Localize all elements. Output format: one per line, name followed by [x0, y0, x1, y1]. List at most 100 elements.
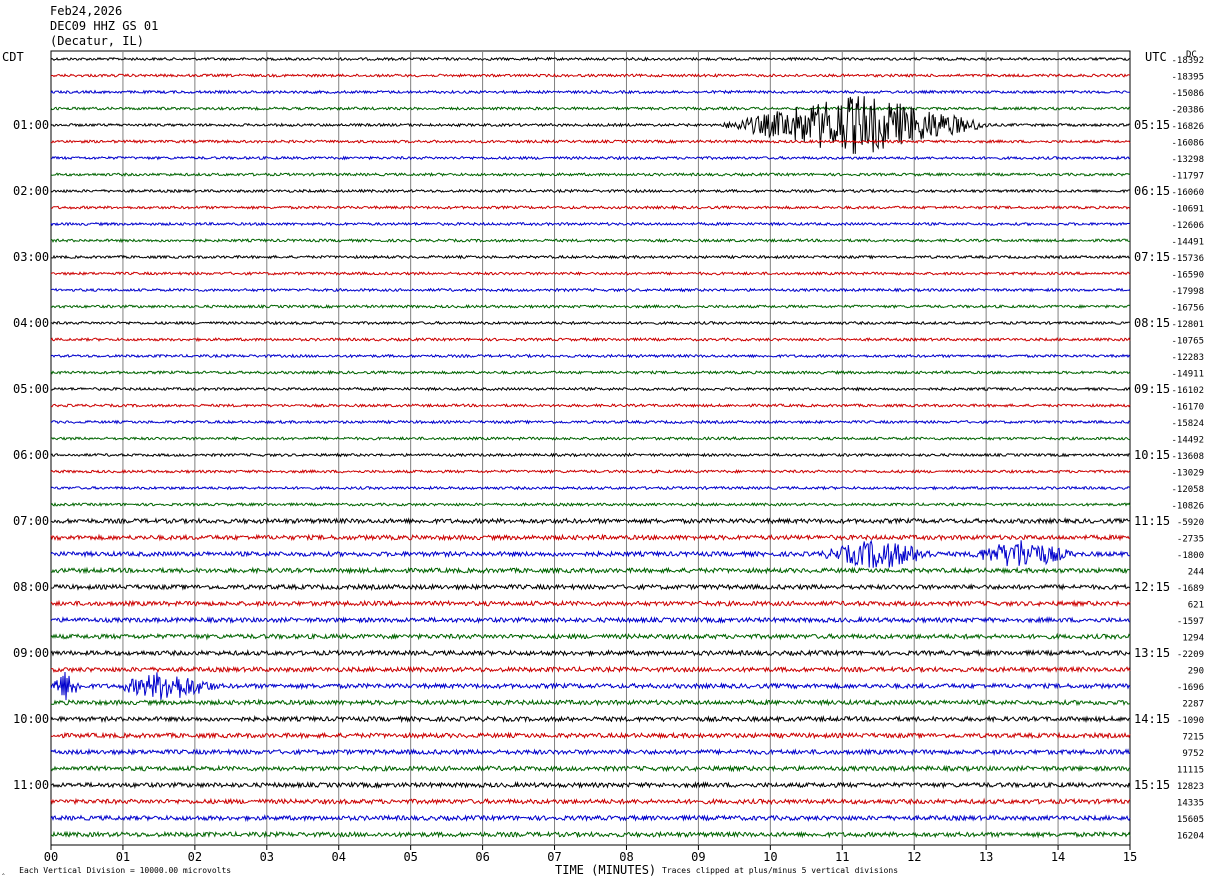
seismic-trace: [50, 814, 1131, 823]
seismic-trace: [50, 188, 1131, 194]
seismic-trace: [50, 304, 1131, 310]
seismic-trace: [50, 320, 1131, 326]
trace-offset-value: -12058: [1171, 485, 1204, 495]
x-tick-label: 14: [1051, 850, 1065, 864]
x-tick-label: 13: [979, 850, 993, 864]
trace-offset-value: -10826: [1171, 502, 1204, 512]
trace-offset-value: -17998: [1171, 287, 1204, 297]
trace-offset-value: -13029: [1171, 469, 1204, 479]
trace-offset-value: -15086: [1171, 89, 1204, 99]
trace-offset-value: -18395: [1171, 73, 1204, 83]
seismic-trace: [50, 436, 1131, 441]
seismic-trace: [50, 539, 1130, 568]
trace-offset-value: 11115: [1177, 766, 1204, 776]
clip-note: Traces clipped at plus/minus 5 vertical …: [662, 866, 899, 875]
x-tick-label: 02: [188, 850, 202, 864]
trace-offset-value: -16086: [1171, 139, 1204, 149]
right-hour-label: 10:15: [1134, 448, 1170, 462]
x-tick-label: 03: [260, 850, 274, 864]
seismic-trace: [50, 221, 1131, 227]
x-tick-label: 06: [475, 850, 489, 864]
x-axis-title: TIME (MINUTES): [555, 863, 657, 877]
left-timezone-label: CDT: [2, 50, 24, 64]
seismic-trace: [50, 287, 1131, 293]
trace-offset-value: -1090: [1177, 716, 1204, 726]
seismic-trace: [50, 615, 1131, 624]
x-tick-label: 10: [763, 850, 777, 864]
x-tick-label: 08: [619, 850, 633, 864]
seismic-trace: [50, 139, 1131, 144]
seismic-trace: [50, 731, 1131, 740]
trace-offset-value: -2735: [1177, 535, 1204, 545]
seismic-trace: [50, 671, 1131, 701]
station-location: (Decatur, IL): [50, 34, 144, 48]
left-hour-label: 03:00: [13, 250, 49, 264]
plot-date: Feb24,2026: [50, 4, 123, 18]
left-hour-label: 04:00: [13, 316, 49, 330]
left-hour-label: 11:00: [13, 778, 49, 792]
scale-note-text: Each Vertical Division = 10000.00 microv…: [19, 866, 232, 875]
seismic-trace: [50, 533, 1131, 542]
left-hour-label: 08:00: [13, 580, 49, 594]
seismic-trace: [50, 271, 1131, 276]
trace-offset-value: 244: [1188, 568, 1204, 578]
left-hour-label: 10:00: [13, 712, 49, 726]
seismic-trace: [50, 237, 1131, 244]
right-hour-label: 07:15: [1134, 250, 1170, 264]
x-tick-label: 07: [547, 850, 561, 864]
trace-offset-value: -13298: [1171, 155, 1204, 165]
right-hour-label: 08:15: [1134, 316, 1170, 330]
scale-note: ‸ Each Vertical Division = 10000.00 micr…: [2, 866, 231, 875]
right-timezone-label: UTC: [1145, 50, 1167, 64]
trace-offset-value: 14335: [1177, 799, 1204, 809]
x-tick-label: 15: [1123, 850, 1137, 864]
seismic-trace: [50, 353, 1131, 359]
trace-offset-value: -10765: [1171, 337, 1204, 347]
trace-offset-value: 12823: [1177, 782, 1204, 792]
seismic-trace: [50, 419, 1131, 425]
seismic-trace: [50, 452, 1131, 458]
seismic-trace: [50, 797, 1131, 806]
seismic-trace: [50, 747, 1131, 756]
right-hour-label: 09:15: [1134, 382, 1170, 396]
seismic-trace: [50, 517, 1131, 526]
trace-offset-value: -13608: [1171, 452, 1204, 462]
trace-offset-value: -15824: [1171, 419, 1204, 429]
right-hour-label: 12:15: [1134, 580, 1170, 594]
trace-offset-value: 1294: [1182, 634, 1204, 644]
trace-offset-value: -16102: [1171, 386, 1204, 396]
left-hour-label: 05:00: [13, 382, 49, 396]
trace-offset-value: 290: [1188, 667, 1204, 677]
seismic-trace: [50, 764, 1131, 773]
x-tick-label: 04: [332, 850, 346, 864]
x-tick-label: 11: [835, 850, 849, 864]
seismic-trace: [50, 336, 1131, 343]
trace-offset-value: 2287: [1182, 700, 1204, 710]
x-tick-label: 09: [691, 850, 705, 864]
seismic-trace: [50, 501, 1131, 507]
right-hour-label: 06:15: [1134, 184, 1170, 198]
seismic-trace: [50, 155, 1131, 161]
left-hour-label: 01:00: [13, 118, 49, 132]
trace-offset-value: -20386: [1171, 106, 1204, 116]
right-hour-label: 13:15: [1134, 646, 1170, 660]
trace-offset-value: 621: [1188, 601, 1204, 611]
seismic-trace: [50, 698, 1131, 707]
trace-offset-value: -12606: [1171, 221, 1204, 231]
trace-offset-value: -5920: [1177, 518, 1204, 528]
trace-offset-value: 15605: [1177, 815, 1204, 825]
trace-offset-value: 7215: [1182, 733, 1204, 743]
seismic-trace: [50, 403, 1131, 409]
trace-offset-value: -18392: [1171, 56, 1204, 66]
right-hour-label: 11:15: [1134, 514, 1170, 528]
trace-offset-value: -14911: [1171, 370, 1204, 380]
seismic-trace: [50, 89, 1131, 95]
seismic-trace: [50, 369, 1131, 376]
trace-offset-value: -14491: [1171, 238, 1204, 248]
x-tick-label: 00: [44, 850, 58, 864]
seismic-trace: [50, 830, 1131, 839]
left-hour-label: 02:00: [13, 184, 49, 198]
trace-offset-value: -12283: [1171, 353, 1204, 363]
seismic-trace: [50, 649, 1131, 658]
seismic-trace: [50, 582, 1131, 592]
